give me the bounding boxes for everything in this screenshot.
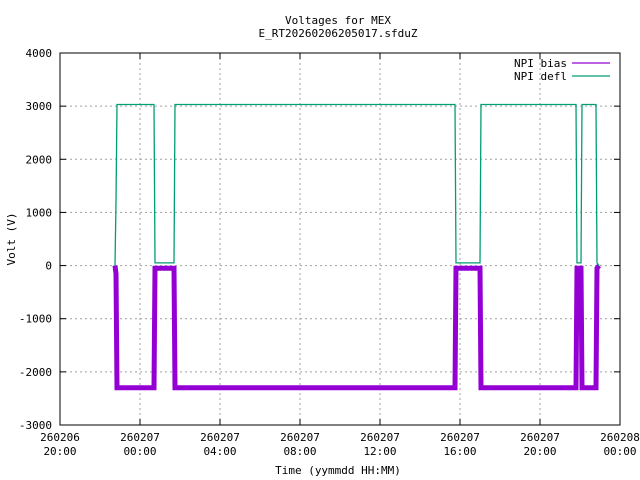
y-tick-label: 2000: [26, 153, 53, 166]
x-tick-time-label: 12:00: [363, 445, 396, 458]
legend-label: NPI defl: [514, 70, 567, 83]
y-tick-label: 4000: [26, 47, 53, 60]
x-tick-date-label: 260207: [360, 431, 400, 444]
x-tick-date-label: 260207: [520, 431, 560, 444]
x-tick-time-label: 00:00: [123, 445, 156, 458]
series-line-2: [114, 103, 600, 266]
y-tick-label: 0: [45, 260, 52, 273]
x-tick-time-label: 20:00: [523, 445, 556, 458]
x-tick-date-label: 260206: [40, 431, 80, 444]
x-tick-time-label: 20:00: [43, 445, 76, 458]
x-tick-date-label: 260207: [120, 431, 160, 444]
x-tick-time-label: 00:00: [603, 445, 636, 458]
x-tick-date-label: 260208: [600, 431, 640, 444]
x-tick-time-label: 04:00: [203, 445, 236, 458]
plot-frame: [59, 52, 621, 426]
y-axis-label: Volt (V): [5, 213, 18, 266]
chart-subtitle: E_RT20260206205017.sfduZ: [259, 27, 418, 40]
x-tick-date-label: 260207: [200, 431, 240, 444]
y-tick-label: -1000: [19, 313, 52, 326]
legend-label: NPI bias: [514, 57, 567, 70]
y-tick-label: -3000: [19, 419, 52, 432]
chart-title: Voltages for MEX: [285, 14, 391, 27]
x-tick-date-label: 260207: [280, 431, 320, 444]
y-tick-label: -2000: [19, 366, 52, 379]
x-tick-time-label: 16:00: [443, 445, 476, 458]
series-lines: [112, 103, 601, 391]
grid-lines: [60, 53, 620, 425]
x-tick-time-label: 08:00: [283, 445, 316, 458]
series-line-1: [112, 264, 601, 391]
y-tick-label: 3000: [26, 100, 53, 113]
axis-ticks: -3000-2000-10000100020003000400026020620…: [19, 47, 640, 458]
y-tick-label: 1000: [26, 206, 53, 219]
x-axis-label: Time (yymmdd HH:MM): [275, 464, 401, 477]
x-tick-date-label: 260207: [440, 431, 480, 444]
